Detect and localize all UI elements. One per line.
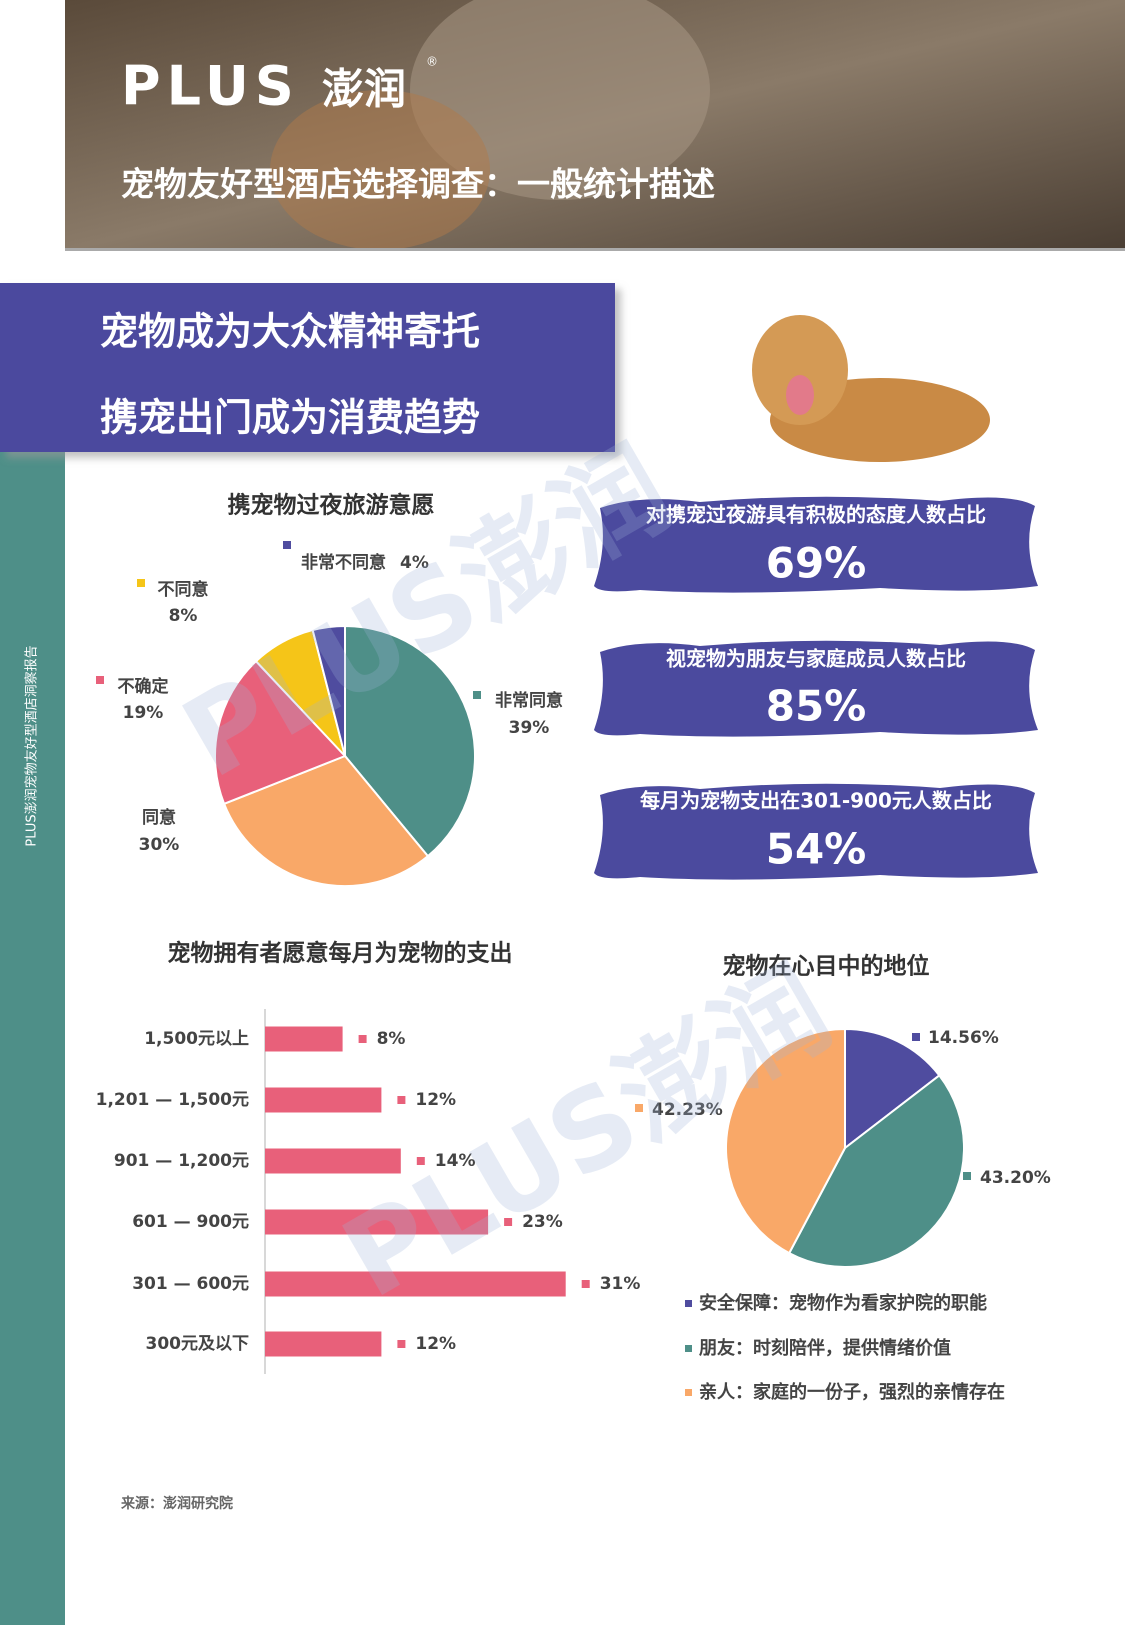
logo: PLUS <box>121 55 300 118</box>
label-marker <box>473 691 481 699</box>
stat-label: 视宠物为朋友与家庭成员人数占比 <box>666 647 966 671</box>
label-marker <box>397 1096 406 1104</box>
slice-label: 不同意 <box>158 579 209 600</box>
category-label: 301 — 600元 <box>132 1274 249 1294</box>
stat-blob <box>594 783 1038 880</box>
sidebar <box>0 283 65 1625</box>
bar-value: 23% <box>522 1212 563 1232</box>
category-label: 1,201 — 1,500元 <box>96 1090 249 1110</box>
label-marker <box>504 1218 513 1226</box>
category-label: 901 — 1,200元 <box>114 1151 249 1171</box>
source: 来源：澎润研究院 <box>120 1495 233 1512</box>
stat-blob <box>594 496 1038 593</box>
slice-label: 非常同意 <box>495 690 563 711</box>
slice-value: 30% <box>139 835 180 855</box>
bar <box>265 1087 382 1113</box>
slice-label: 同意 <box>142 807 176 828</box>
legend-label: 安全保障：宠物作为看家护院的职能 <box>699 1292 987 1314</box>
slice-value: 42.23% <box>652 1100 723 1120</box>
chart-title: 携宠物过夜旅游意愿 <box>228 492 435 519</box>
bar <box>265 1331 382 1357</box>
legend-label: 亲人：家庭的一份子，强烈的亲情存在 <box>699 1381 1005 1403</box>
header-title: 宠物友好型酒店选择调查：一般统计描述 <box>121 165 715 204</box>
header-rule <box>65 248 1125 251</box>
bar-value: 12% <box>415 1090 456 1110</box>
slice-value: 19% <box>123 703 164 723</box>
label-marker <box>635 1104 643 1112</box>
slice-value: 43.20% <box>980 1168 1051 1188</box>
banner-line: 携宠出门成为消费趋势 <box>100 396 480 440</box>
label-marker <box>581 1280 590 1288</box>
bar-value: 8% <box>377 1029 406 1049</box>
bar <box>265 1026 343 1052</box>
category-label: 1,500元以上 <box>144 1029 249 1049</box>
banner <box>0 283 615 452</box>
label-marker <box>96 676 104 684</box>
slice-label: 不确定 <box>118 676 169 697</box>
sidebar-text: PLUS澎润宠物友好型酒店洞察报告 <box>24 645 40 846</box>
pie-slice <box>344 624 476 858</box>
pie-slice <box>844 1027 941 1151</box>
dog-illustration <box>752 315 990 462</box>
legend-marker <box>685 1345 692 1352</box>
label-marker <box>397 1340 406 1348</box>
category-label: 601 — 900元 <box>132 1212 249 1232</box>
logo-cn: 澎润 <box>322 65 406 114</box>
label-marker <box>358 1035 367 1043</box>
chart-title: 宠物在心目中的地位 <box>723 953 930 980</box>
slice-label: 非常不同意 <box>301 552 386 573</box>
bar-value: 31% <box>600 1274 641 1294</box>
stat-blob <box>594 640 1038 737</box>
label-marker <box>137 579 145 587</box>
slice-value: 39% <box>509 718 550 738</box>
pie-slice <box>311 624 346 757</box>
label-marker <box>963 1172 971 1180</box>
legend-label: 朋友：时刻陪伴，提供情绪价值 <box>699 1337 951 1359</box>
stat-label: 对携宠过夜游具有积极的态度人数占比 <box>646 503 986 527</box>
pie-slice <box>725 1027 846 1255</box>
bar <box>265 1148 401 1174</box>
bar-value: 12% <box>415 1334 456 1354</box>
banner-line: 宠物成为大众精神寄托 <box>100 310 480 354</box>
pie-slice <box>222 754 430 887</box>
bar <box>265 1209 489 1235</box>
legend-marker <box>685 1300 692 1307</box>
logo-registered: ® <box>426 55 438 69</box>
label-marker <box>283 541 291 549</box>
bar-value: 14% <box>435 1151 476 1171</box>
slice-value: 4% <box>400 553 429 573</box>
label-marker <box>416 1157 425 1165</box>
stat-value: 69% <box>766 539 867 588</box>
photo-dog <box>270 90 490 250</box>
stat-label: 每月为宠物支出在301-900元人数占比 <box>640 789 992 813</box>
stat-value: 85% <box>766 682 867 731</box>
pie-slice <box>214 659 347 806</box>
slice-value: 8% <box>169 606 198 626</box>
legend-marker <box>685 1389 692 1396</box>
category-label: 300元及以下 <box>146 1334 250 1354</box>
slice-value: 14.56% <box>928 1028 999 1048</box>
pie-slice <box>787 1074 965 1268</box>
label-marker <box>912 1033 920 1041</box>
chart-title: 宠物拥有者愿意每月为宠物的支出 <box>168 940 513 967</box>
bar <box>265 1271 566 1297</box>
stat-value: 54% <box>766 825 867 874</box>
